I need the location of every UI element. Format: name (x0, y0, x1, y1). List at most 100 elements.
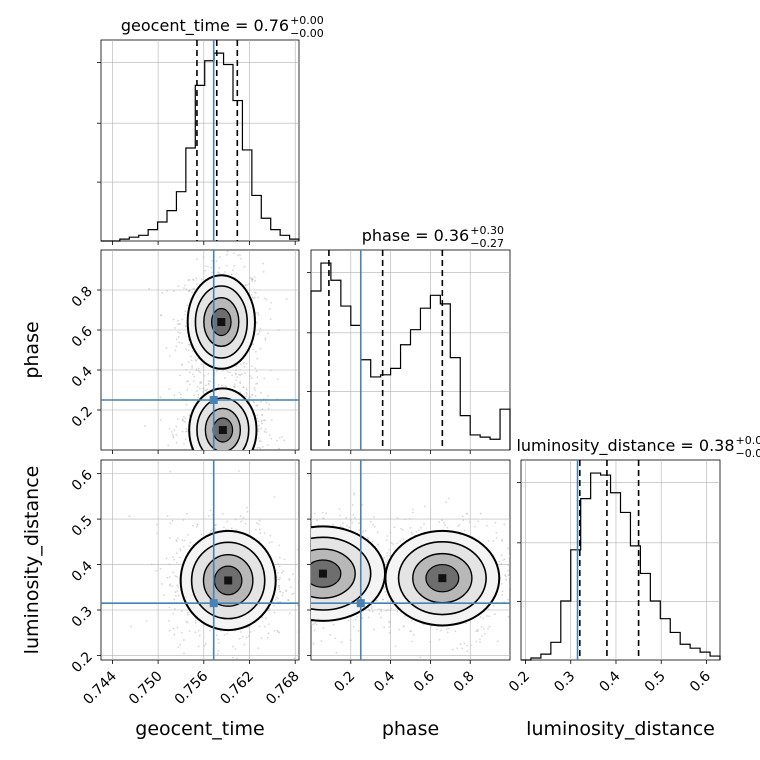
sample-point (505, 578, 508, 581)
sample-point (209, 380, 212, 383)
sample-point (177, 319, 180, 322)
sample-point (305, 565, 307, 567)
sample-point (279, 600, 282, 603)
sample-point (503, 558, 506, 561)
sample-point (273, 611, 276, 614)
sample-point (304, 558, 306, 560)
sample-point (385, 539, 388, 542)
sample-point (302, 523, 304, 525)
sample-point (315, 623, 318, 626)
sample-point (191, 291, 194, 294)
histogram-phase (310, 262, 511, 450)
sample-point (188, 545, 190, 547)
sample-point (159, 396, 162, 399)
sample-point (388, 554, 391, 557)
sample-point (176, 575, 178, 578)
sample-point (231, 374, 234, 377)
sample-point (287, 578, 290, 581)
sample-point (268, 541, 271, 544)
sample-point (211, 271, 213, 274)
sample-point (176, 626, 179, 629)
sample-point (256, 414, 259, 416)
sample-point (156, 532, 159, 535)
sample-point (257, 430, 260, 433)
sample-point (297, 631, 299, 634)
sample-point (515, 624, 517, 626)
sample-point (184, 310, 187, 313)
sample-point (217, 638, 220, 641)
sample-point (181, 539, 184, 542)
sample-point (239, 514, 242, 517)
sample-point (237, 470, 240, 472)
sample-point (352, 514, 355, 516)
truth-marker (209, 599, 218, 608)
sample-point (492, 540, 495, 542)
sample-point (367, 616, 370, 619)
sample-point (198, 452, 200, 454)
sample-point (263, 419, 265, 422)
sample-point (263, 625, 266, 628)
sample-point (230, 673, 232, 675)
sample-point (304, 521, 306, 523)
sample-point (239, 380, 241, 383)
tick-label-x-geocent_time: 0.762 (217, 668, 257, 708)
sample-point (487, 540, 490, 542)
sample-point (225, 264, 228, 267)
sample-point (259, 450, 261, 452)
sample-point (226, 455, 228, 457)
sample-point (229, 451, 231, 453)
sample-point (255, 350, 257, 353)
sample-point (201, 452, 203, 454)
sample-point (209, 454, 211, 456)
sample-point (176, 590, 179, 592)
sample-point (231, 454, 233, 456)
sample-point (254, 389, 257, 392)
sample-point (174, 349, 177, 352)
ylabel-luminosity_distance: luminosity_distance (21, 466, 43, 655)
sample-point (309, 584, 311, 586)
sample-point (238, 637, 241, 640)
sample-point (277, 329, 280, 331)
tick-label-x-phase: 0.8 (451, 668, 478, 695)
sample-point (179, 374, 182, 377)
sample-point (196, 524, 199, 526)
sample-point (401, 529, 404, 531)
sample-point (462, 519, 465, 522)
sample-point (165, 557, 168, 560)
sample-point (191, 367, 193, 369)
sample-point (271, 541, 273, 543)
sample-point (316, 519, 319, 522)
sample-point (448, 627, 450, 630)
sample-point (243, 365, 246, 368)
sample-point (207, 373, 210, 375)
sample-point (243, 454, 245, 456)
sample-point (393, 526, 396, 529)
sample-point (353, 492, 356, 494)
sample-point (168, 576, 171, 578)
sample-point (307, 498, 309, 500)
sample-point (168, 606, 171, 609)
sample-point (291, 593, 293, 596)
sample-point (388, 625, 391, 628)
sample-point (257, 437, 260, 440)
sample-point (410, 531, 413, 534)
sample-point (386, 555, 389, 558)
sample-point (380, 616, 382, 619)
sample-point (322, 627, 325, 630)
tick-label-x-geocent_time: 0.756 (172, 668, 212, 708)
sample-point (281, 571, 283, 574)
hist-frame-phase (310, 249, 511, 451)
density-peak (218, 426, 227, 434)
sample-point (192, 279, 195, 282)
sample-point (402, 625, 405, 628)
sample-point (389, 609, 392, 612)
sample-point (182, 545, 185, 548)
hist-frame-geocent_time (100, 39, 300, 242)
sample-point (340, 641, 343, 644)
sample-point (303, 559, 305, 561)
sample-point (194, 619, 197, 622)
density-phase_vs_geocent_time (101, 250, 299, 457)
sample-point (263, 297, 266, 300)
sample-point (477, 520, 480, 523)
